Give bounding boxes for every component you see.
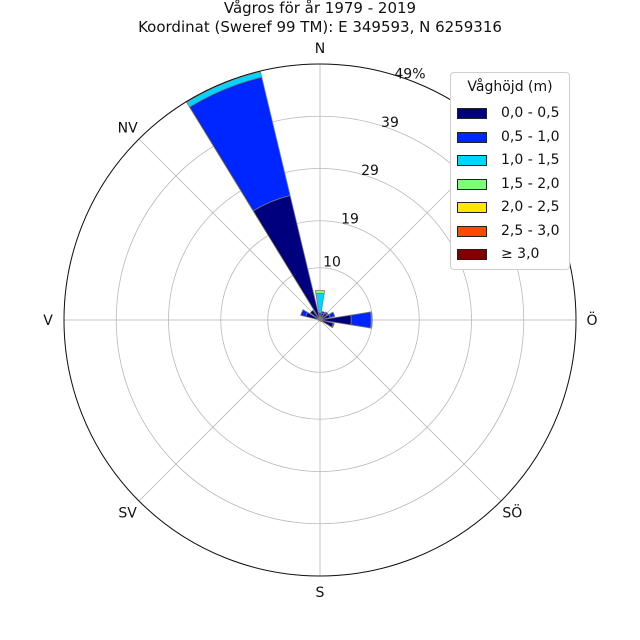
legend: Våghöjd (m) 0,0 - 0,5 0,5 - 1,0 1,0 - 1,5 1… [450, 72, 570, 270]
legend-label: 0,0 - 0,5 [501, 105, 560, 121]
legend-label: ≥ 3,0 [501, 246, 540, 262]
bar-segment [328, 311, 336, 319]
radial-tick-label: 39 [381, 115, 399, 131]
legend-swatch [457, 225, 487, 237]
bar-segment [300, 309, 309, 318]
bar-segment [185, 71, 263, 108]
radial-tick-label: 10 [323, 255, 341, 271]
compass-label: SÖ [502, 503, 522, 521]
radial-tick-label: 29 [361, 163, 379, 179]
legend-swatch [457, 131, 487, 143]
radial-tick-label: 19 [341, 211, 359, 227]
outer-circle [63, 63, 577, 577]
legend-label: 2,5 - 3,0 [501, 222, 560, 239]
legend-swatch [457, 155, 487, 166]
legend-label: 1,5 - 2,0 [501, 175, 560, 192]
bar-segment [370, 311, 373, 329]
legend-label: 0,5 - 1,0 [501, 128, 560, 145]
legend-swatch [457, 108, 487, 119]
legend-swatch [457, 178, 487, 190]
angular-gridline [138, 138, 321, 321]
compass-label: V [43, 313, 53, 329]
legend-swatch [457, 249, 487, 260]
angular-gridline [319, 319, 502, 502]
legend-label: 2,0 - 2,5 [501, 199, 560, 215]
compass-label: Ö [586, 311, 597, 329]
chart-title: Vågros för år 1979 - 2019 [223, 0, 417, 17]
legend-label: 1,0 - 1,5 [501, 152, 560, 168]
legend-title: Våghöjd (m) [467, 79, 553, 95]
bar-segment [350, 311, 372, 329]
bar-segment [321, 310, 326, 315]
angular-gridline [138, 319, 321, 502]
compass-label: N [315, 41, 325, 57]
radial-tick-label: 49% [394, 66, 425, 82]
compass-label: SV [118, 505, 137, 521]
bar-segment [314, 289, 326, 295]
bar-segment [331, 322, 335, 329]
compass-label: S [316, 585, 325, 601]
bar-segment [309, 309, 321, 321]
legend-swatch [457, 202, 487, 213]
chart-subtitle: Koordinat (Sweref 99 TM): E 349593, N 62… [138, 18, 502, 36]
bar-segment [324, 311, 329, 316]
bar-segment [252, 195, 321, 321]
compass-label: NV [118, 121, 138, 137]
